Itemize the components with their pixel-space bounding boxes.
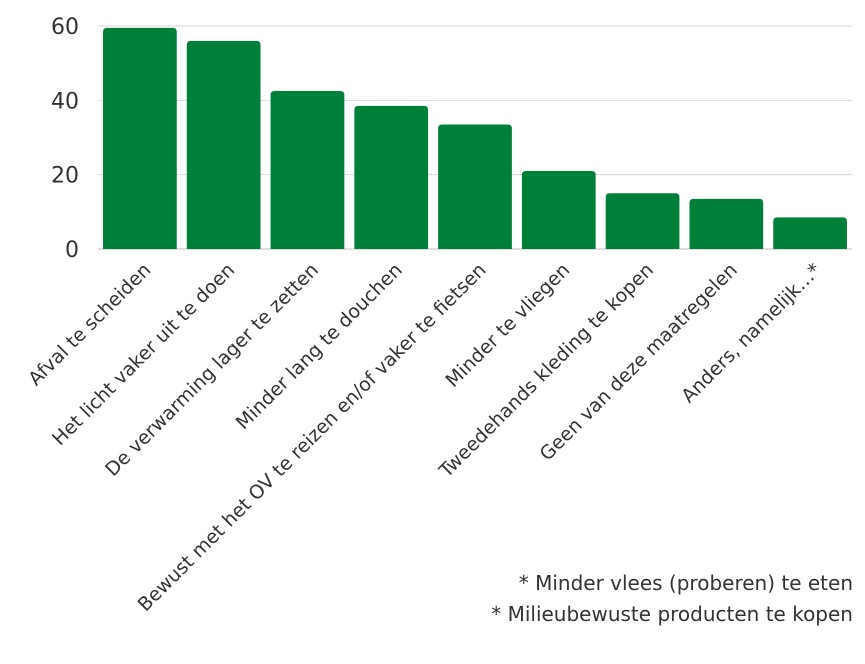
bar-6 <box>521 170 596 249</box>
bar-7 <box>605 193 680 249</box>
bar-1 <box>103 27 177 249</box>
y-axis-tick-labels: 0 20 40 60 <box>51 15 79 263</box>
x-category-label-4: Minder lang te douchen <box>232 259 407 434</box>
bar-9 <box>773 217 847 249</box>
y-tick-label-60: 60 <box>51 15 79 40</box>
bars <box>103 27 847 250</box>
bar-3 <box>270 91 345 250</box>
footnote-1: * Minder vlees (proberen) te eten <box>518 571 853 595</box>
footnotes: * Minder vlees (proberen) te eten * Mili… <box>491 568 853 630</box>
y-tick-label-20: 20 <box>51 164 79 189</box>
y-tick-label-40: 40 <box>51 89 79 114</box>
x-category-label-9: Anders, namelijk…* <box>677 259 825 407</box>
bar-8 <box>689 198 764 249</box>
y-tick-label-0: 0 <box>65 238 79 263</box>
bar-5 <box>438 124 512 249</box>
bar-2 <box>186 40 261 249</box>
bar-4 <box>354 105 429 250</box>
footnote-2: * Milieubewuste producten te kopen <box>491 602 853 626</box>
